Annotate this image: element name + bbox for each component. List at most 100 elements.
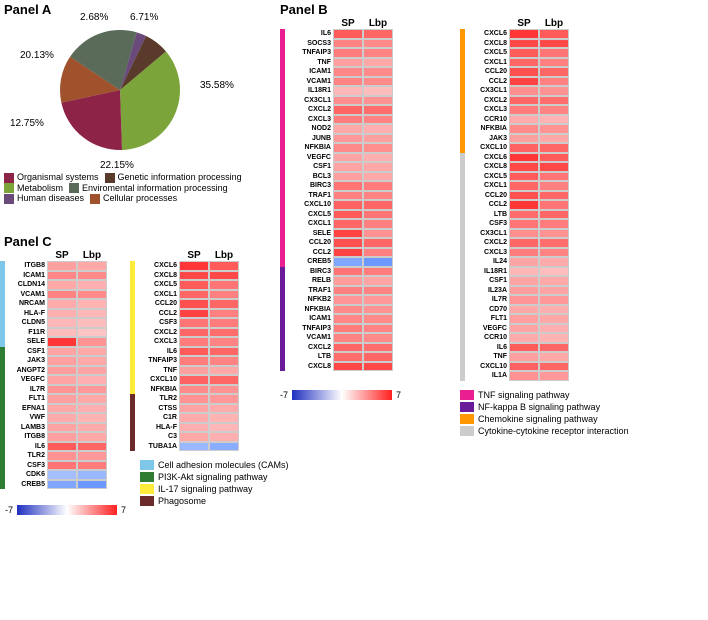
heatmap-cell (179, 413, 209, 423)
heatmap-cell (77, 461, 107, 471)
legend-swatch (140, 472, 154, 482)
heatmap-cell (363, 238, 393, 248)
legend-text: Cellular processes (103, 193, 177, 203)
heatmap-cell (179, 328, 209, 338)
heatmap-cell (47, 280, 77, 290)
heatmap-row: CREB5 (280, 257, 393, 267)
heatmap-cell (333, 267, 363, 277)
heatmap-cell (509, 229, 539, 239)
heatmap-row: NRCAM (0, 299, 107, 309)
gene-label: FLT1 (465, 315, 509, 322)
gene-label: EFNA1 (5, 405, 47, 412)
pie-pct-label: 2.68% (80, 12, 108, 23)
gene-label: CXCL8 (465, 40, 509, 47)
legend-text: Cell adhesion molecules (CAMs) (158, 460, 289, 470)
heatmap-cell (179, 347, 209, 357)
heatmap-row: CXCL3 (460, 105, 569, 115)
heatmap-cell (333, 286, 363, 296)
gene-label: CCL2 (285, 249, 333, 256)
legend-swatch (460, 390, 474, 400)
gene-label: VCAM1 (5, 291, 47, 298)
heatmap-row: F11R (0, 328, 107, 338)
heatmap-cell (363, 229, 393, 239)
heatmap-cell (209, 413, 239, 423)
gene-label: CCL2 (465, 201, 509, 208)
heatmap-cell (539, 115, 569, 125)
heatmap-row: ICAM1 (0, 271, 107, 281)
gene-label: CDK6 (5, 471, 47, 478)
heatmap-cell (363, 96, 393, 106)
gene-label: JUNB (285, 135, 333, 142)
scale-min: -7 (5, 505, 13, 515)
heatmap-row: ITGB8 (0, 432, 107, 442)
gene-label: TNFAIP3 (285, 325, 333, 332)
heatmap-cell (509, 172, 539, 182)
panel-c-heatmap-left: SPLbpITGB8ICAM1CLDN14VCAM1NRCAMHLA-FCLDN… (0, 250, 107, 489)
heatmap-cell (77, 404, 107, 414)
heatmap-row: TRAF1 (280, 191, 393, 201)
gene-label: BCL3 (285, 173, 333, 180)
heatmap-cell (333, 172, 363, 182)
heatmap-cell (363, 48, 393, 58)
gene-label: TNF (135, 367, 179, 374)
gene-label: NFKBIA (285, 144, 333, 151)
heatmap-cell (509, 219, 539, 229)
heatmap-cell (47, 470, 77, 480)
heatmap-cell (539, 105, 569, 115)
heatmap-row: CXCL2 (460, 96, 569, 106)
pie-pct-label: 6.71% (130, 12, 158, 23)
gene-label: NFKBIA (285, 306, 333, 313)
heatmap-row: HLA-F (130, 423, 239, 433)
pathway-legend-item: PI3K-Akt signaling pathway (140, 472, 289, 482)
gene-label: LTB (285, 353, 333, 360)
gene-label: NRCAM (5, 300, 47, 307)
heatmap-row: CXCL1 (130, 290, 239, 300)
heatmap-row: CXCL3 (130, 337, 239, 347)
heatmap-cell (363, 305, 393, 315)
heatmap-cell (509, 162, 539, 172)
heatmap-row: CXCL5 (460, 172, 569, 182)
heatmap-row: TLR2 (130, 394, 239, 404)
pathway-legend-c: Cell adhesion molecules (CAMs) PI3K-Akt s… (140, 460, 289, 508)
heatmap-cell (47, 271, 77, 281)
heatmap-row: TLR2 (0, 451, 107, 461)
gene-label: TNF (285, 59, 333, 66)
heatmap-cell (509, 305, 539, 315)
gene-label: TRAF1 (285, 192, 333, 199)
heatmap-cell (209, 290, 239, 300)
legend-text: Organismal systems (17, 172, 99, 182)
heatmap-cell (509, 238, 539, 248)
heatmap-row: CREB5 (0, 480, 107, 490)
heatmap-row: CXCL10 (460, 143, 569, 153)
gene-label: IL6 (465, 344, 509, 351)
heatmap-row: IL18R1 (280, 86, 393, 96)
legend-text: Chemokine signaling pathway (478, 414, 598, 424)
pathway-legend-item: IL-17 signaling pathway (140, 484, 289, 494)
gene-label: TLR2 (135, 395, 179, 402)
heatmap-row: IL6 (0, 442, 107, 452)
heatmap-cell (333, 229, 363, 239)
legend-swatch (140, 496, 154, 506)
gene-label: C3 (135, 433, 179, 440)
legend-swatch (460, 426, 474, 436)
gene-label: CXCL3 (285, 116, 333, 123)
heatmap-cell (333, 143, 363, 153)
heatmap-cell (333, 343, 363, 353)
heatmap-cell (363, 153, 393, 163)
legend-swatch (140, 460, 154, 470)
heatmap-cell (509, 314, 539, 324)
heatmap-row: CXCL3 (280, 115, 393, 125)
heatmap-row: CXCL5 (130, 280, 239, 290)
pie-pct-label: 12.75% (10, 118, 44, 129)
heatmap-cell (363, 362, 393, 372)
heatmap-cell (539, 86, 569, 96)
gene-label: CXCL3 (465, 249, 509, 256)
heatmap-cell (363, 352, 393, 362)
gene-label: IL6 (135, 348, 179, 355)
heatmap-cell (363, 200, 393, 210)
heatmap-row: CLDN5 (0, 318, 107, 328)
heatmap-row: SELE (0, 337, 107, 347)
gene-label: TNFAIP3 (285, 49, 333, 56)
heatmap-row: CLDN14 (0, 280, 107, 290)
heatmap-cell (77, 280, 107, 290)
